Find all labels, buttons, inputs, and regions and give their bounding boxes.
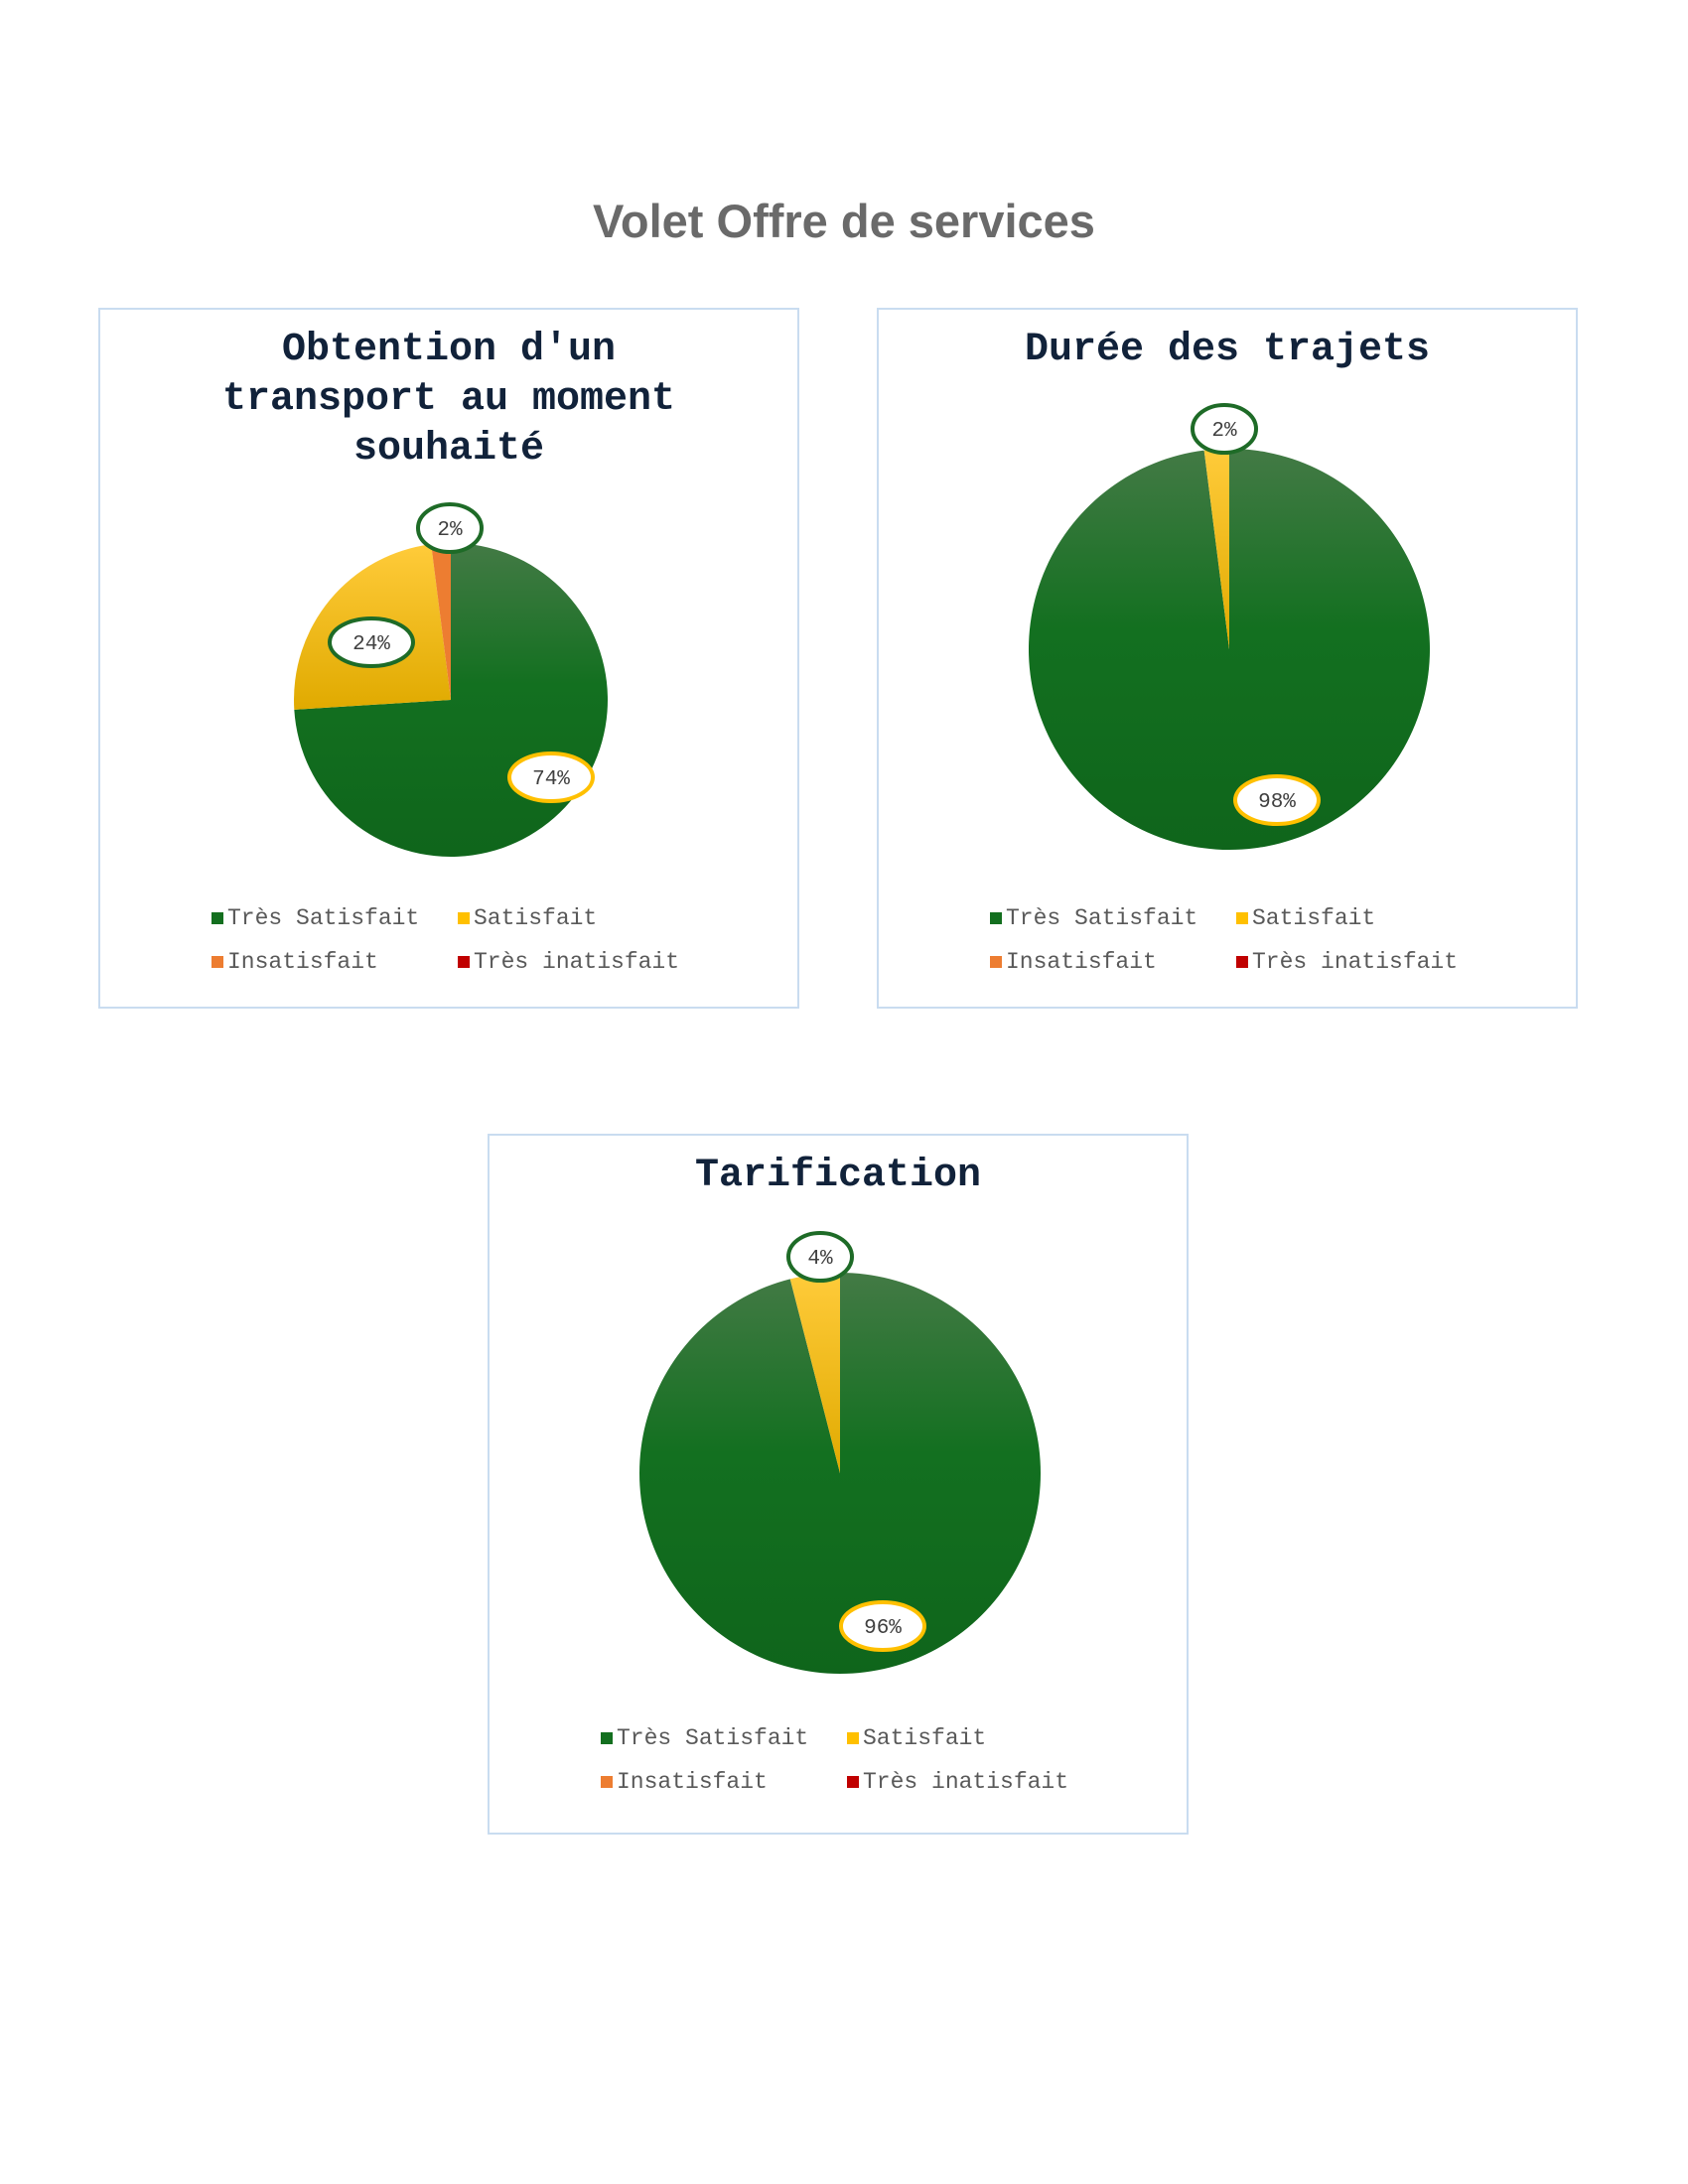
legend-label: Très Satisfait xyxy=(1006,905,1198,931)
legend-item-insatisfait: Insatisfait xyxy=(601,1769,768,1795)
legend-swatch xyxy=(211,956,223,968)
pie-chart: 74% 24% 2% xyxy=(294,502,608,858)
legend-swatch xyxy=(601,1732,613,1744)
legend-swatch xyxy=(601,1776,613,1788)
legend-label: Très inatisfait xyxy=(1252,949,1459,975)
svg-text:96%: 96% xyxy=(864,1617,902,1640)
data-label-tres-satisfait: 96% xyxy=(839,1600,926,1652)
pie-chart: 98% 2% xyxy=(1029,403,1430,850)
svg-text:2%: 2% xyxy=(1211,420,1237,443)
svg-text:74%: 74% xyxy=(532,768,570,791)
svg-text:4%: 4% xyxy=(807,1248,833,1271)
slice-insatisfait xyxy=(431,543,451,700)
data-label-tres-satisfait: 74% xyxy=(507,751,595,803)
legend-item-tres-satisfait: Très Satisfait xyxy=(211,905,419,931)
slice-satisfait xyxy=(1203,449,1229,649)
chart-tarification: Tarification 96% 4% Très Satisfait Satisfa… xyxy=(488,1134,1189,1835)
legend-item-tres-satisfait: Très Satisfait xyxy=(601,1725,808,1751)
legend-label: Insatisfait xyxy=(1006,949,1157,975)
slice-satisfait xyxy=(789,1273,840,1473)
chart-obtention-transport: Obtention d'un transport au moment souha… xyxy=(98,308,799,1009)
legend-swatch xyxy=(458,912,470,924)
legend-label: Satisfait xyxy=(863,1725,987,1751)
legend-label: Très inatisfait xyxy=(863,1769,1069,1795)
legend-label: Satisfait xyxy=(1252,905,1376,931)
legend-swatch xyxy=(847,1776,859,1788)
legend-item-tres-satisfait: Très Satisfait xyxy=(990,905,1197,931)
data-label-satisfait: 2% xyxy=(1191,403,1258,455)
legend-swatch xyxy=(990,912,1002,924)
legend-label: Insatisfait xyxy=(227,949,378,975)
legend-label: Très Satisfait xyxy=(227,905,420,931)
legend-item-satisfait: Satisfait xyxy=(847,1725,986,1751)
legend-swatch xyxy=(847,1732,859,1744)
legend-swatch xyxy=(990,956,1002,968)
data-label-insatisfait: 2% xyxy=(416,502,484,554)
legend-item-insatisfait: Insatisfait xyxy=(990,949,1157,975)
svg-text:98%: 98% xyxy=(1258,791,1296,814)
legend-item-satisfait: Satisfait xyxy=(458,905,597,931)
legend-swatch xyxy=(1236,912,1248,924)
legend-item-satisfait: Satisfait xyxy=(1236,905,1375,931)
pie-chart: 96% 4% xyxy=(639,1231,1041,1674)
legend-label: Insatisfait xyxy=(617,1769,768,1795)
legend-label: Très Satisfait xyxy=(617,1725,809,1751)
chart-title: Obtention d'un transport au moment souha… xyxy=(221,328,676,472)
page-title: Volet Offre de services xyxy=(593,195,1095,247)
svg-text:2%: 2% xyxy=(437,519,463,542)
data-label-tres-satisfait: 98% xyxy=(1233,774,1321,826)
legend-item-tres-insatisfait: Très inatisfait xyxy=(847,1769,1068,1795)
chart-title: Durée des trajets xyxy=(1024,328,1431,372)
legend-item-insatisfait: Insatisfait xyxy=(211,949,378,975)
legend-swatch xyxy=(458,956,470,968)
chart-title: Tarification xyxy=(694,1154,982,1198)
data-label-satisfait: 4% xyxy=(786,1231,854,1283)
chart-duree-trajets: Durée des trajets 98% 2% Très Satisfait Sa… xyxy=(877,308,1578,1009)
legend-item-tres-insatisfait: Très inatisfait xyxy=(1236,949,1458,975)
legend-swatch xyxy=(1236,956,1248,968)
data-label-satisfait: 24% xyxy=(328,616,415,668)
legend-label: Satisfait xyxy=(474,905,598,931)
legend-label: Très inatisfait xyxy=(474,949,680,975)
legend-item-tres-insatisfait: Très inatisfait xyxy=(458,949,679,975)
svg-text:24%: 24% xyxy=(352,633,390,656)
legend-swatch xyxy=(211,912,223,924)
